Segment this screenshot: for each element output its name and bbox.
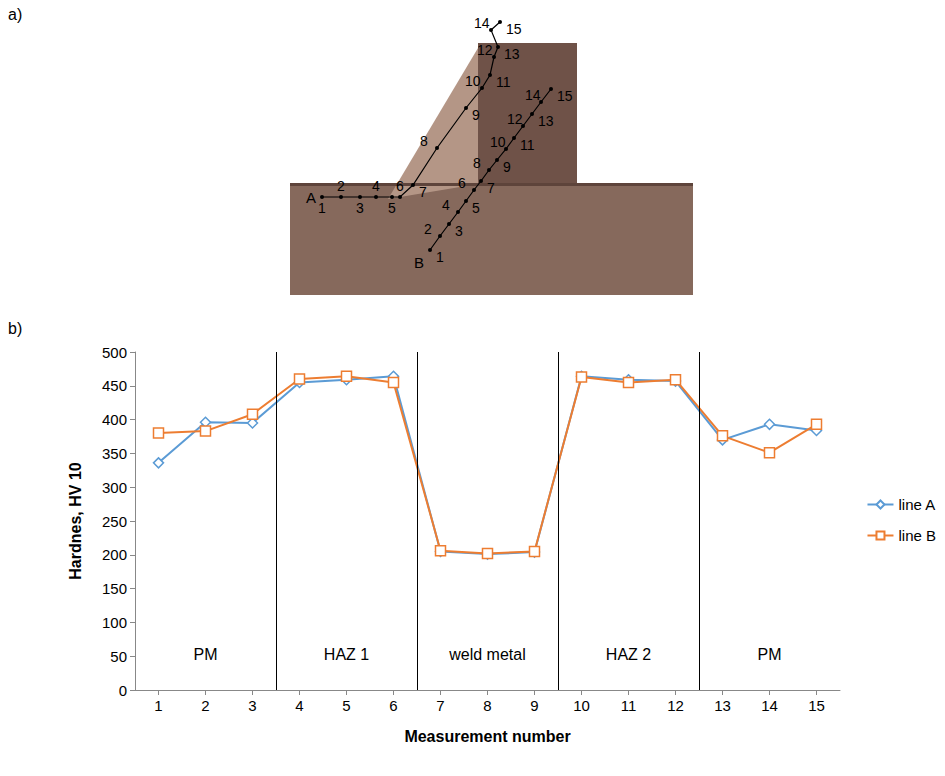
svg-text:5: 5 xyxy=(388,200,396,216)
svg-text:400: 400 xyxy=(102,411,127,428)
svg-text:11: 11 xyxy=(520,137,535,153)
svg-text:6: 6 xyxy=(389,697,397,714)
svg-text:2: 2 xyxy=(337,178,345,194)
svg-text:14: 14 xyxy=(525,87,541,103)
svg-text:350: 350 xyxy=(102,445,127,462)
svg-text:500: 500 xyxy=(102,344,127,361)
svg-text:14: 14 xyxy=(474,15,490,31)
svg-text:9: 9 xyxy=(472,107,480,123)
svg-text:2: 2 xyxy=(201,697,209,714)
svg-text:15: 15 xyxy=(808,697,825,714)
svg-text:8: 8 xyxy=(473,155,481,171)
svg-text:Hardnes, HV 10: Hardnes, HV 10 xyxy=(67,462,84,579)
svg-text:12: 12 xyxy=(507,111,523,127)
svg-text:9: 9 xyxy=(503,159,511,175)
svg-text:1: 1 xyxy=(318,200,326,216)
svg-text:450: 450 xyxy=(102,377,127,394)
svg-text:PM: PM xyxy=(194,646,218,663)
svg-text:10: 10 xyxy=(490,134,506,150)
svg-text:13: 13 xyxy=(538,113,554,129)
svg-text:b): b) xyxy=(8,320,22,337)
svg-text:100: 100 xyxy=(102,614,127,631)
svg-text:6: 6 xyxy=(396,178,404,194)
svg-text:A: A xyxy=(306,189,316,206)
svg-text:PM: PM xyxy=(758,646,782,663)
svg-text:weld metal: weld metal xyxy=(448,646,525,663)
svg-text:7: 7 xyxy=(487,180,495,196)
svg-text:13: 13 xyxy=(714,697,731,714)
svg-text:12: 12 xyxy=(477,42,493,58)
svg-text:250: 250 xyxy=(102,513,127,530)
svg-text:5: 5 xyxy=(472,200,480,216)
svg-text:2: 2 xyxy=(424,221,432,237)
svg-text:10: 10 xyxy=(465,73,481,89)
svg-text:4: 4 xyxy=(372,178,380,194)
svg-text:14: 14 xyxy=(761,697,778,714)
svg-text:HAZ 2: HAZ 2 xyxy=(606,646,651,663)
svg-text:11: 11 xyxy=(621,697,637,714)
svg-text:0: 0 xyxy=(119,682,127,699)
svg-text:Measurement number: Measurement number xyxy=(404,728,570,745)
svg-text:11: 11 xyxy=(496,74,511,90)
svg-text:150: 150 xyxy=(102,580,127,597)
svg-text:200: 200 xyxy=(102,546,127,563)
svg-text:8: 8 xyxy=(420,133,428,149)
svg-text:3: 3 xyxy=(455,223,463,239)
svg-text:7: 7 xyxy=(419,184,427,200)
svg-text:line B: line B xyxy=(898,527,936,544)
svg-text:line A: line A xyxy=(898,496,935,513)
svg-text:4: 4 xyxy=(295,697,303,714)
svg-text:6: 6 xyxy=(458,175,466,191)
svg-text:1: 1 xyxy=(436,249,444,265)
svg-text:15: 15 xyxy=(506,21,522,37)
svg-text:4: 4 xyxy=(442,197,450,213)
svg-text:300: 300 xyxy=(102,479,127,496)
svg-text:7: 7 xyxy=(436,697,444,714)
svg-text:8: 8 xyxy=(483,697,491,714)
svg-text:10: 10 xyxy=(573,697,590,714)
svg-text:13: 13 xyxy=(504,46,520,62)
svg-text:B: B xyxy=(414,254,424,271)
svg-text:9: 9 xyxy=(530,697,538,714)
svg-text:50: 50 xyxy=(110,648,127,665)
svg-text:15: 15 xyxy=(557,88,573,104)
svg-text:3: 3 xyxy=(356,200,364,216)
svg-text:12: 12 xyxy=(667,697,684,714)
svg-text:1: 1 xyxy=(154,697,162,714)
svg-text:a): a) xyxy=(8,6,22,23)
svg-text:5: 5 xyxy=(342,697,350,714)
svg-text:HAZ 1: HAZ 1 xyxy=(324,646,369,663)
svg-text:3: 3 xyxy=(248,697,256,714)
